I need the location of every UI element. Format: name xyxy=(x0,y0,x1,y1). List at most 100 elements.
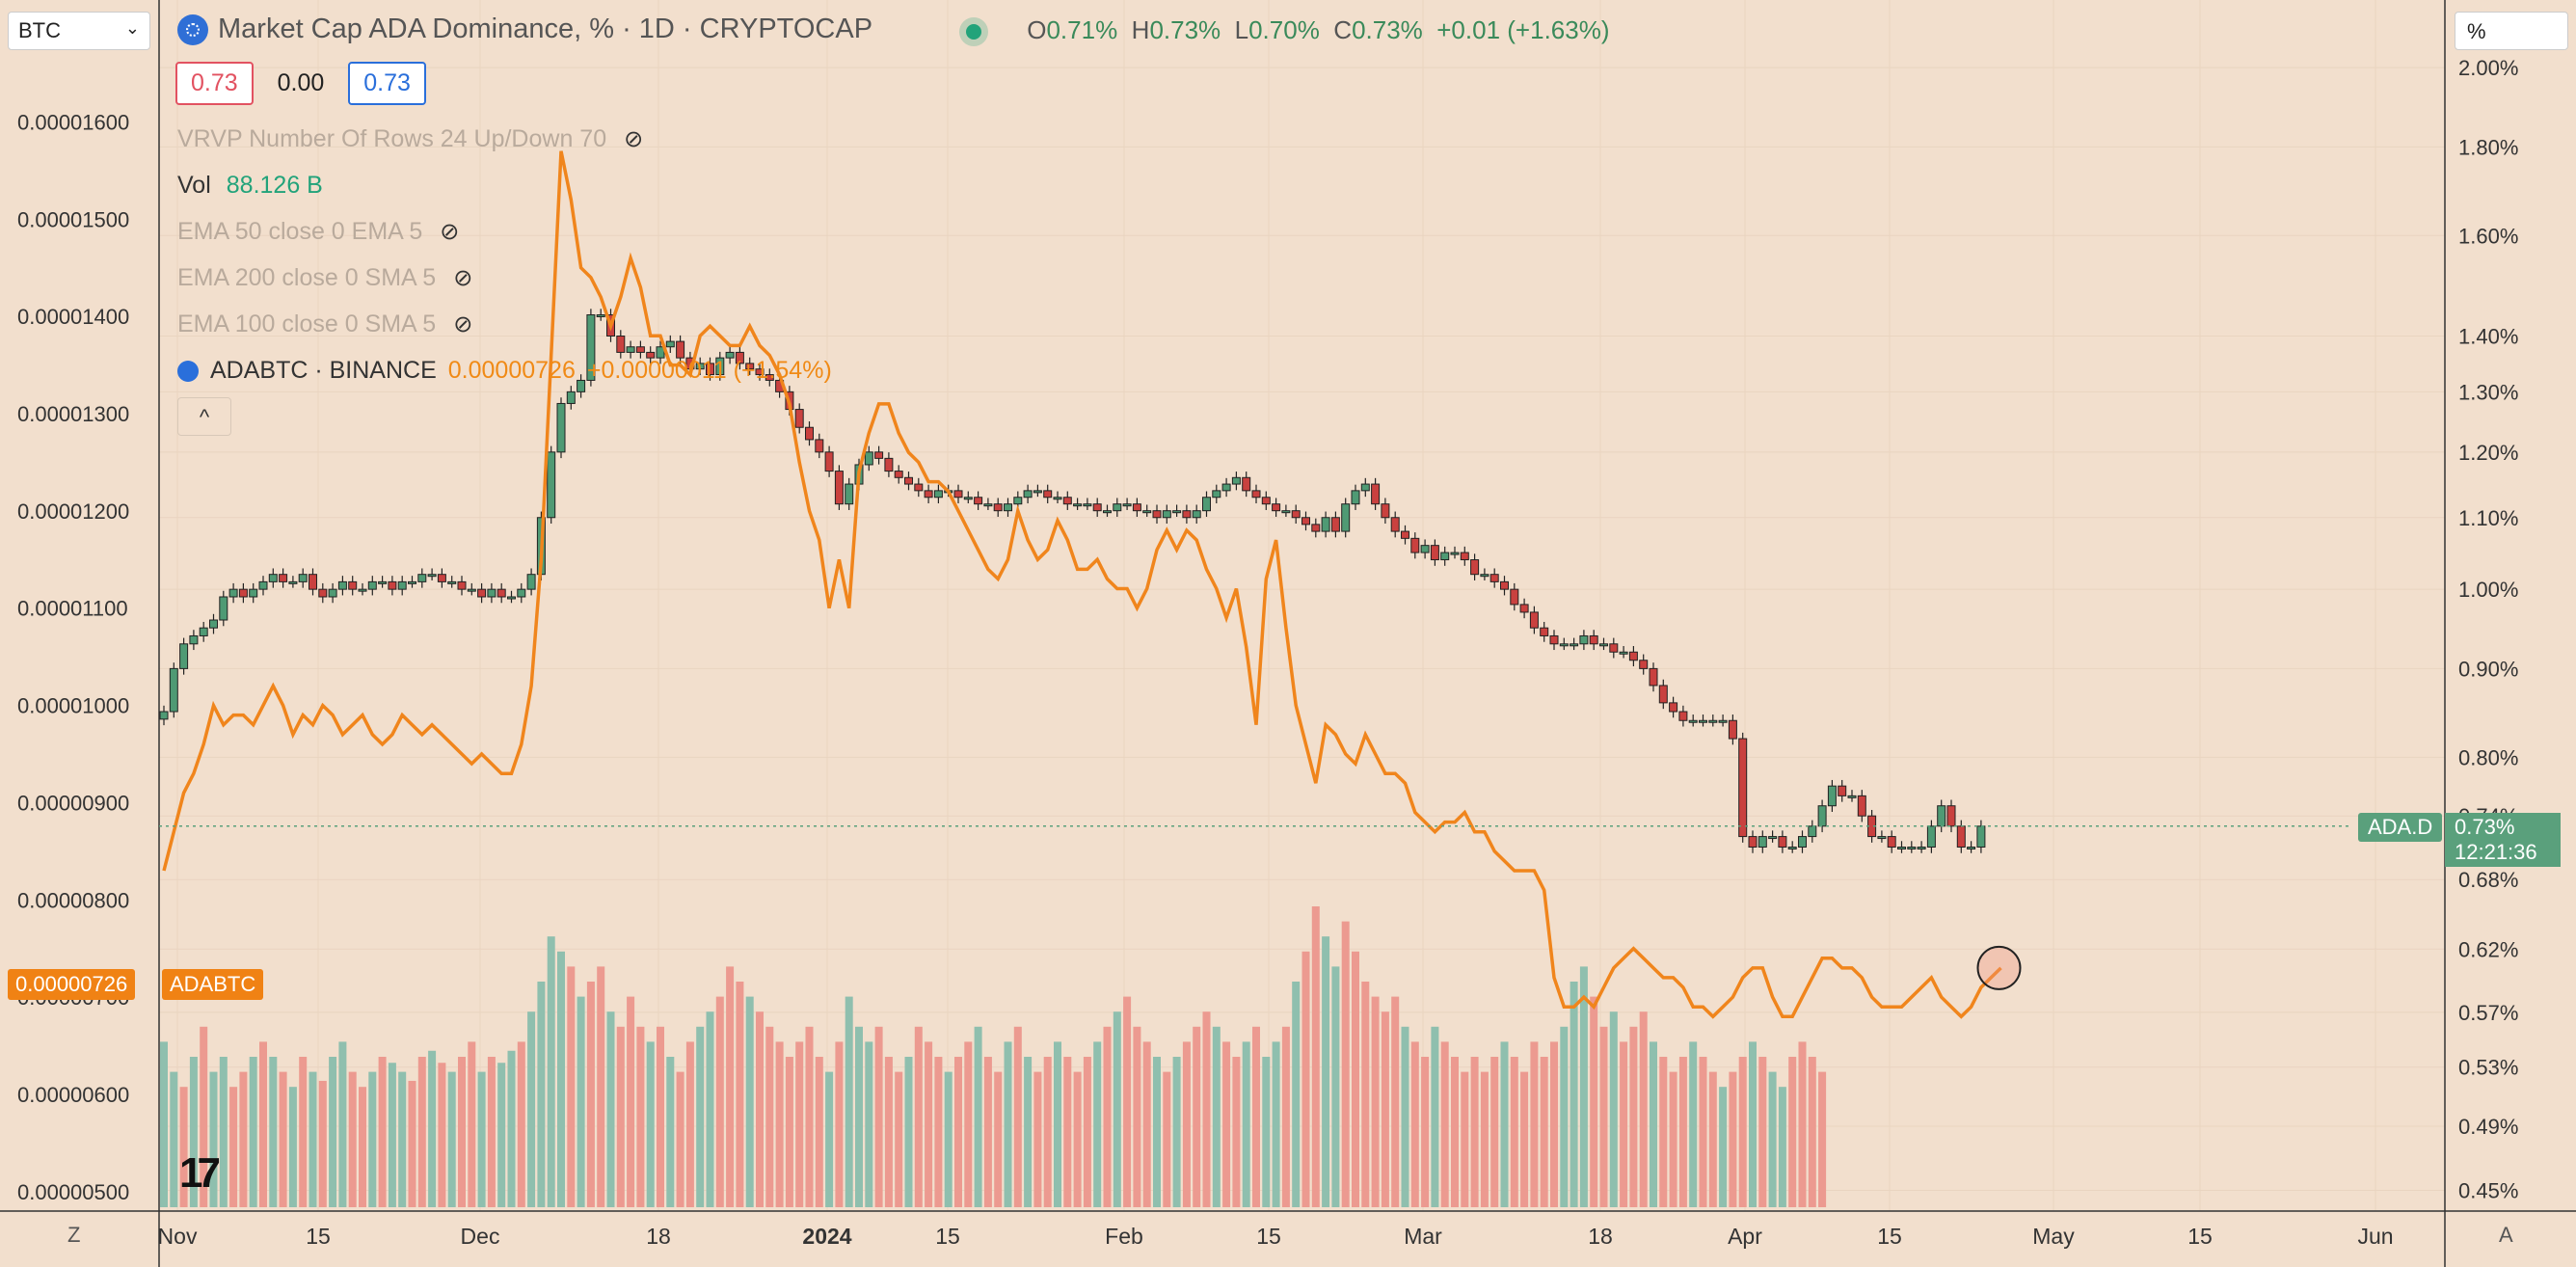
candle xyxy=(1261,497,1271,505)
volume-bar xyxy=(468,1041,476,1207)
candle xyxy=(1688,719,1698,723)
volume-bar xyxy=(745,996,754,1207)
binance-icon xyxy=(177,361,199,383)
volume-bar xyxy=(676,1071,684,1207)
price-tag: 0.73% 12:21:36 xyxy=(2445,813,2561,867)
volume-bar xyxy=(1153,1057,1161,1207)
candle xyxy=(437,574,446,582)
candle xyxy=(1570,643,1579,647)
candle xyxy=(626,346,635,353)
candle xyxy=(1321,517,1330,532)
scale-select[interactable]: % xyxy=(2455,12,2568,50)
right-tick-label: 0.53% xyxy=(2458,1056,2518,1080)
candle xyxy=(1817,805,1827,827)
candle xyxy=(318,588,328,598)
indicator-ema200[interactable]: EMA 200 close 0 SMA 5 ⊘ xyxy=(177,264,473,291)
volume-bar xyxy=(1163,1071,1171,1207)
volume-bar xyxy=(378,1057,387,1207)
candle xyxy=(1172,510,1182,514)
x-tick-label: 15 xyxy=(2187,1224,2213,1249)
right-tick-label: 0.80% xyxy=(2458,745,2518,769)
volume-bar xyxy=(1579,966,1588,1207)
candle xyxy=(447,580,457,584)
hidden-eye-icon[interactable]: ⊘ xyxy=(453,265,473,291)
volume-bar xyxy=(895,1071,903,1207)
candle xyxy=(1351,490,1360,505)
candle xyxy=(794,409,804,428)
volume-bar xyxy=(1222,1041,1231,1207)
volume-bar xyxy=(170,1071,178,1207)
volume-bar xyxy=(1142,1041,1151,1207)
volume-bar xyxy=(636,1026,645,1207)
hidden-eye-icon[interactable]: ⊘ xyxy=(440,219,460,245)
candle xyxy=(1330,517,1340,532)
candle xyxy=(904,476,913,485)
candle xyxy=(1887,836,1896,848)
hidden-eye-icon[interactable]: ⊘ xyxy=(624,126,644,152)
collapse-legend-button[interactable]: ^ xyxy=(177,397,231,436)
volume-bar xyxy=(458,1057,466,1207)
candle xyxy=(1857,795,1866,817)
volume-bar xyxy=(1043,1057,1052,1207)
indicator-vrvp[interactable]: VRVP Number Of Rows 24 Up/Down 70 ⊘ xyxy=(177,125,644,152)
candle xyxy=(924,490,933,499)
volume-bar xyxy=(200,1026,208,1207)
cardano-icon xyxy=(177,14,208,46)
volume-bar xyxy=(944,1071,953,1207)
left-tick-label: 0.00000500 xyxy=(17,1180,129,1204)
volume-bar xyxy=(1719,1087,1728,1207)
x-tick-label: 15 xyxy=(935,1224,960,1249)
right-tick-label: 0.68% xyxy=(2458,868,2518,892)
indicator-ema100[interactable]: EMA 100 close 0 SMA 5 ⊘ xyxy=(177,310,473,337)
left-tick-label: 0.00001000 xyxy=(17,694,129,718)
indicator-volume[interactable]: Vol 88.126 B xyxy=(177,172,323,199)
left-tick-label: 0.00001600 xyxy=(17,110,129,134)
auto-scale-button[interactable]: A xyxy=(2499,1223,2513,1247)
candle xyxy=(1480,574,1489,578)
candle xyxy=(1073,503,1083,507)
candle xyxy=(1599,643,1608,647)
candle xyxy=(526,574,536,590)
candle xyxy=(1926,825,1936,848)
volume-bar xyxy=(249,1057,257,1207)
right-tick-label: 1.30% xyxy=(2458,380,2518,404)
candle xyxy=(1062,497,1072,505)
candle xyxy=(635,346,645,353)
volume-bar xyxy=(338,1041,347,1207)
zoom-button[interactable]: Z xyxy=(67,1223,81,1247)
candle xyxy=(1371,483,1381,505)
volume-bar xyxy=(1381,1011,1389,1207)
candle xyxy=(1956,825,1966,848)
candle xyxy=(1460,552,1469,561)
hidden-eye-icon[interactable]: ⊘ xyxy=(453,311,473,337)
volume-bar xyxy=(160,1041,168,1207)
volume-bar xyxy=(1461,1071,1469,1207)
candle xyxy=(1242,476,1251,492)
volume-bar xyxy=(1778,1087,1786,1207)
candle xyxy=(189,634,199,645)
compare-symbol-row[interactable]: ADABTC · BINANCE 0.00000726 +0.00000011 (+… xyxy=(177,357,832,385)
right-tick-label: 1.10% xyxy=(2458,506,2518,530)
candle xyxy=(1381,503,1390,519)
volume-bar xyxy=(1699,1057,1707,1207)
volume-bar xyxy=(865,1041,873,1207)
candle xyxy=(268,574,278,582)
volume-bar xyxy=(1570,982,1578,1207)
indicator-ema50[interactable]: EMA 50 close 0 EMA 5 ⊘ xyxy=(177,218,460,245)
volume-bar xyxy=(835,1041,844,1207)
right-tick-label: 0.90% xyxy=(2458,657,2518,681)
candle xyxy=(1489,574,1499,582)
volume-bar xyxy=(1401,1026,1409,1207)
left-tick-label: 0.00001100 xyxy=(17,597,128,621)
candle xyxy=(894,471,903,478)
candle xyxy=(1708,719,1718,723)
candle xyxy=(397,580,407,590)
candle xyxy=(1162,510,1171,519)
volume-bar xyxy=(219,1057,228,1207)
volume-bar xyxy=(706,1011,714,1207)
symbol-select[interactable]: BTC ⌄ xyxy=(8,12,150,50)
volume-bar xyxy=(557,951,565,1207)
volume-bar xyxy=(1530,1041,1539,1207)
